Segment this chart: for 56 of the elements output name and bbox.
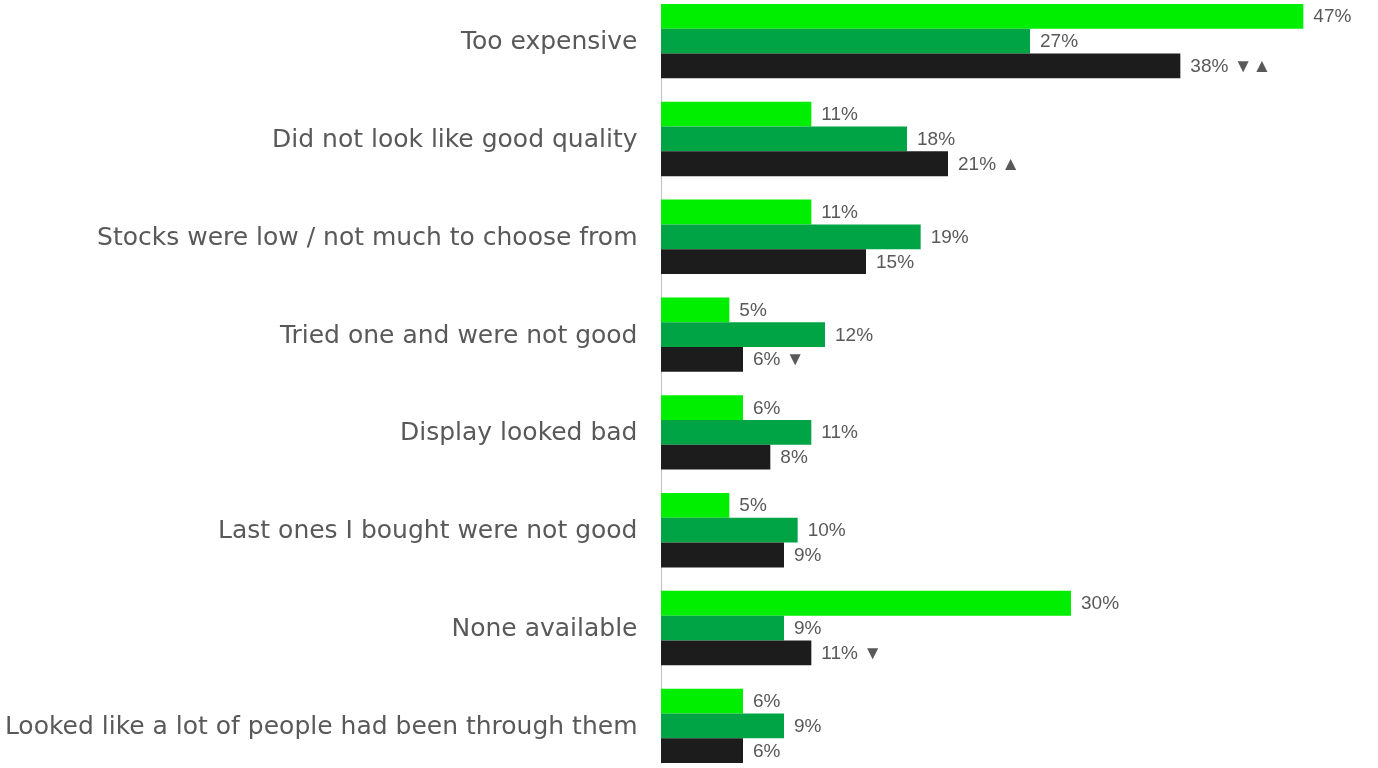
bar (661, 126, 907, 152)
data-label: 9% (794, 714, 822, 736)
data-label: 9% (794, 617, 822, 639)
bar (661, 517, 798, 543)
y-tick-label: Looked like a lot of people had been through them (4, 710, 638, 740)
bar (661, 738, 743, 763)
data-label: 11% (821, 421, 859, 443)
data-label: 18% (917, 127, 956, 149)
data-label: 11% ▼ (821, 641, 883, 663)
data-label: 30% (1081, 592, 1120, 614)
data-label: 11% (821, 201, 859, 223)
bar (661, 688, 743, 714)
bar (661, 493, 730, 518)
data-label: 10% (807, 519, 846, 541)
data-label: 12% (835, 323, 874, 345)
bar (661, 101, 812, 127)
data-label: 6% (753, 690, 781, 712)
bar (661, 346, 743, 372)
data-label: 6% ▼ (753, 348, 805, 370)
bar (661, 224, 921, 250)
bar (661, 590, 1072, 616)
bar (661, 615, 784, 641)
data-label: 21% ▲ (958, 152, 1021, 174)
bar (661, 28, 1031, 54)
data-label: 27% (1040, 30, 1079, 52)
bar (661, 420, 812, 445)
y-tick-label: Last ones I bought were not good (218, 515, 638, 545)
y-tick-label: Did not look like good quality (272, 123, 638, 153)
data-label: 5% (739, 494, 767, 516)
y-tick-label: Display looked bad (400, 417, 638, 447)
data-label: 19% (930, 225, 969, 247)
data-label: 8% (780, 446, 808, 468)
data-label: 38% ▼▲ (1190, 54, 1272, 76)
bar (661, 53, 1181, 79)
bar (661, 249, 866, 274)
data-label: 15% (876, 250, 915, 272)
data-label: 47% (1313, 5, 1352, 27)
bar (661, 640, 812, 666)
bar (661, 199, 812, 225)
y-tick-label: Tried one and were not good (278, 319, 638, 349)
data-label: 9% (794, 543, 822, 565)
bar (661, 395, 743, 421)
bar (661, 713, 784, 739)
bar (661, 444, 771, 470)
data-label: 6% (753, 396, 781, 418)
bar (661, 4, 1304, 29)
data-label: 11% (821, 103, 859, 125)
bar (661, 297, 730, 323)
data-label: 6% (753, 739, 781, 761)
bar (661, 151, 948, 177)
data-label: 5% (739, 298, 767, 320)
y-tick-label: Too expensive (459, 26, 638, 56)
bar (661, 542, 784, 568)
bar (661, 322, 825, 347)
y-tick-label: Stocks were low / not much to choose from (97, 221, 638, 251)
y-tick-label: None available (451, 613, 638, 643)
